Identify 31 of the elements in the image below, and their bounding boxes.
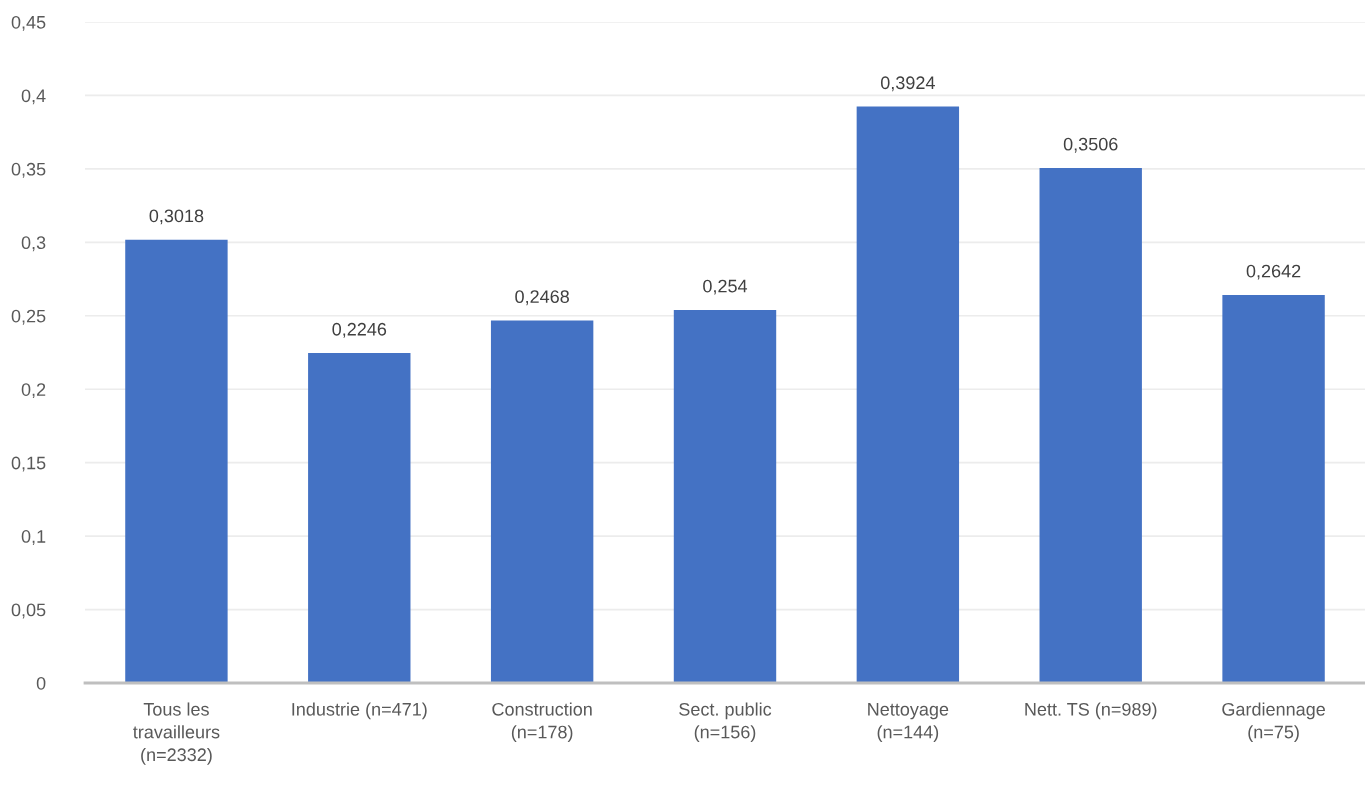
bar xyxy=(1039,168,1142,683)
x-tick-label: Industrie (n=471) xyxy=(292,702,427,720)
bar xyxy=(1222,294,1325,683)
y-tick-label: 0,05 xyxy=(11,603,46,619)
x-tick-label: Construction (n=178) xyxy=(492,702,592,742)
x-tick-label: Gardiennage (n=75) xyxy=(1222,702,1325,742)
y-tick-label: 0,35 xyxy=(11,162,46,178)
y-tick-label: 0,25 xyxy=(11,309,46,325)
y-tick-label: 0,15 xyxy=(11,456,46,472)
y-tick-label: 0,1 xyxy=(21,530,46,545)
data-label: 0,3018 xyxy=(149,209,204,225)
x-tick-label: Nett. TS (n=989) xyxy=(1025,702,1157,720)
x-tick-label: Nettoyage (n=144) xyxy=(868,703,949,742)
bar xyxy=(308,353,411,683)
bar xyxy=(490,320,594,683)
data-label: 0,2642 xyxy=(1246,264,1301,280)
y-tick-label: 0,3 xyxy=(21,236,46,252)
data-label: 0,3506 xyxy=(1063,137,1118,153)
y-tick-label: 0,45 xyxy=(11,15,46,31)
data-label: 0,3924 xyxy=(880,76,935,92)
y-tick-label: 0,4 xyxy=(21,89,46,105)
data-label: 0,254 xyxy=(703,279,748,295)
x-tick-label: Tous les travailleurs (n=2332) xyxy=(133,702,220,765)
data-label: 0,2468 xyxy=(515,290,569,306)
bar xyxy=(125,239,228,683)
y-tick-label: 0,2 xyxy=(21,383,46,399)
data-label: 0,2246 xyxy=(332,322,387,338)
bar xyxy=(673,309,777,683)
bar xyxy=(856,106,960,683)
y-tick-label: 0 xyxy=(36,676,46,690)
x-tick-label: Sect. public (n=156) xyxy=(679,702,772,742)
